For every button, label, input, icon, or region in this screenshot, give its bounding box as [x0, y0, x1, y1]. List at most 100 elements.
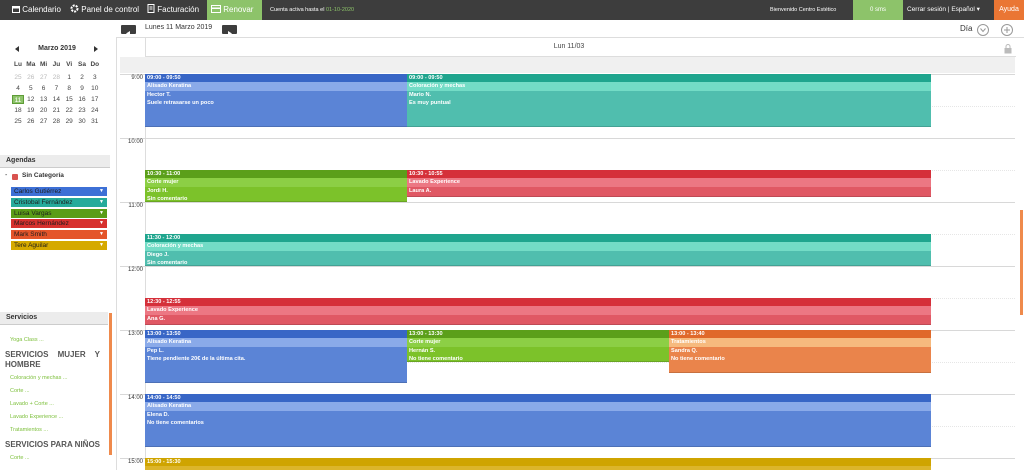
day[interactable]: 25	[14, 74, 22, 81]
day[interactable]: 24	[91, 107, 99, 114]
weekday: Ma	[26, 61, 36, 68]
day[interactable]: 19	[27, 107, 35, 114]
nav-panel[interactable]: Panel de control	[70, 0, 139, 20]
sms-counter[interactable]: 0 sms	[853, 0, 903, 20]
add-appointment[interactable]	[1000, 23, 1014, 37]
collapse[interactable]: -	[5, 172, 8, 179]
appointment[interactable]: 12:30 - 12:55 Lavado Experience Ana G.	[145, 298, 931, 325]
main-scroll-indicator	[1020, 210, 1023, 315]
day[interactable]: 8	[67, 85, 71, 92]
appointment[interactable]: 13:00 - 13:30 Corte mujer Hernán S. No tien…	[407, 330, 669, 362]
appointment-service: Alisado Keratina	[145, 338, 407, 347]
lock[interactable]	[1004, 44, 1012, 54]
appointment-client: Mario N.	[409, 91, 432, 98]
day[interactable]: 22	[65, 107, 73, 114]
agenda-name: Carlos Gutiérrez	[14, 188, 62, 195]
agenda[interactable]: Marcos Hernández ▼	[11, 219, 107, 229]
sidebar-border	[116, 37, 117, 470]
day[interactable]: 17	[91, 96, 99, 103]
appointment-service: Alisado Keratina	[145, 82, 407, 91]
day[interactable]: 31	[91, 118, 99, 125]
day[interactable]: 28	[52, 118, 60, 125]
appointment[interactable]: 09:00 - 09:50 Alisado Keratina Hector T. Su…	[145, 74, 407, 128]
agenda-menu: ▼	[99, 242, 104, 248]
day[interactable]: 18	[14, 107, 22, 114]
day[interactable]: 6	[41, 85, 46, 92]
service[interactable]: Corte ...	[10, 388, 30, 394]
day[interactable]: 16	[78, 96, 86, 103]
icon	[228, 31, 232, 36]
service[interactable]: Corte ...	[10, 455, 30, 461]
day[interactable]: 28	[52, 74, 60, 81]
service[interactable]: Coloración y mechas ...	[10, 375, 68, 381]
appointment[interactable]: 09:00 - 09:50 Coloración y mechas Mario N.…	[407, 74, 931, 128]
appointment-client: Diego J.	[147, 251, 169, 258]
hour-line	[120, 266, 1015, 267]
appointment[interactable]: 13:00 - 13:50 Alisado Keratina Pep L. Tiene…	[145, 330, 407, 384]
category-checkbox[interactable]	[12, 174, 18, 180]
day-header: Lun 11/03	[145, 38, 1016, 57]
services-header: Servicios	[0, 312, 108, 325]
appointment[interactable]: 13:00 - 13:40 Tratamientos Sandra Q. No tie…	[669, 330, 931, 373]
day[interactable]: 15	[65, 96, 73, 103]
day[interactable]: 5	[28, 85, 33, 92]
day[interactable]: 13	[39, 96, 48, 103]
help[interactable]: Ayuda	[994, 0, 1024, 20]
agenda[interactable]: Luisa Vargas ▼	[11, 208, 107, 218]
appointment-service: Lavado Experience	[145, 306, 931, 315]
day[interactable]: 25	[14, 118, 22, 125]
appointment-time: 10:30 - 11:00	[145, 170, 407, 179]
day[interactable]: 11	[12, 95, 24, 104]
day[interactable]: 7	[54, 85, 59, 92]
appointment[interactable]: 11:30 - 12:00 Coloración y mechas Diego J.…	[145, 234, 931, 266]
service[interactable]: Lavado + Corte ...	[10, 401, 54, 407]
appointment[interactable]: 15:00 - 15:30	[145, 458, 931, 470]
day[interactable]: 26	[27, 74, 35, 81]
prev-day[interactable]	[121, 25, 136, 36]
day[interactable]: 3	[92, 74, 97, 81]
agenda[interactable]: Tere Aguilar ▼	[11, 241, 107, 250]
agenda-menu: ▼	[99, 198, 104, 205]
time-label: 10:00	[127, 139, 143, 145]
day[interactable]: 10	[91, 85, 99, 92]
day[interactable]: 27	[39, 74, 48, 81]
day[interactable]: 20	[39, 107, 48, 114]
day[interactable]: 26	[27, 118, 35, 125]
service[interactable]: Tratamientos ...	[10, 427, 49, 433]
agenda-menu: ▼	[99, 231, 104, 238]
view-dropdown[interactable]	[976, 23, 990, 37]
day[interactable]: 12	[27, 96, 35, 103]
appointment[interactable]: 14:00 - 14:50 Alisado Keratina Elena D. No …	[145, 394, 931, 448]
day[interactable]: 27	[39, 118, 48, 125]
appointment[interactable]: 10:30 - 11:00 Corte mujer Jordi H. Sin come…	[145, 170, 407, 202]
logout-language[interactable]: Cerrar sesión | Español ▾	[907, 6, 980, 13]
day[interactable]: 9	[80, 85, 84, 92]
nav-calendar[interactable]: Calendario	[12, 0, 61, 20]
mini-next[interactable]	[92, 45, 100, 53]
day[interactable]: 29	[65, 118, 73, 125]
day[interactable]: 30	[78, 118, 86, 125]
day[interactable]: 4	[16, 85, 20, 92]
day[interactable]: 14	[52, 96, 60, 103]
service[interactable]: Yoga Class ...	[10, 337, 44, 343]
mini-prev[interactable]	[13, 45, 21, 53]
day[interactable]: 23	[78, 107, 86, 114]
weekday: Lu	[14, 61, 22, 68]
time-label: 14:00	[127, 395, 143, 401]
appointment[interactable]: 10:30 - 10:55 Lavado Experience Laura A.	[407, 170, 931, 197]
appointment-time: 14:00 - 14:50	[145, 394, 931, 403]
agenda[interactable]: Cristobal Fernández ▼	[11, 197, 107, 207]
agenda[interactable]: Mark Smith ▼	[11, 230, 107, 240]
time-label: 12:00	[127, 267, 143, 273]
nav-billing[interactable]: Facturación	[147, 0, 199, 20]
service[interactable]: Lavado Experience ...	[10, 414, 64, 420]
hour-line	[120, 138, 1015, 139]
agenda[interactable]: Carlos Gutiérrez ▼	[11, 187, 107, 196]
nav-renew[interactable]: Renovar	[207, 0, 262, 20]
day[interactable]: 21	[52, 107, 60, 114]
next-day[interactable]	[222, 25, 237, 36]
view-selector[interactable]: Día	[960, 24, 973, 33]
day[interactable]: 1	[67, 74, 71, 81]
agenda-name: Cristobal Fernández	[14, 198, 73, 206]
day[interactable]: 2	[80, 74, 84, 81]
